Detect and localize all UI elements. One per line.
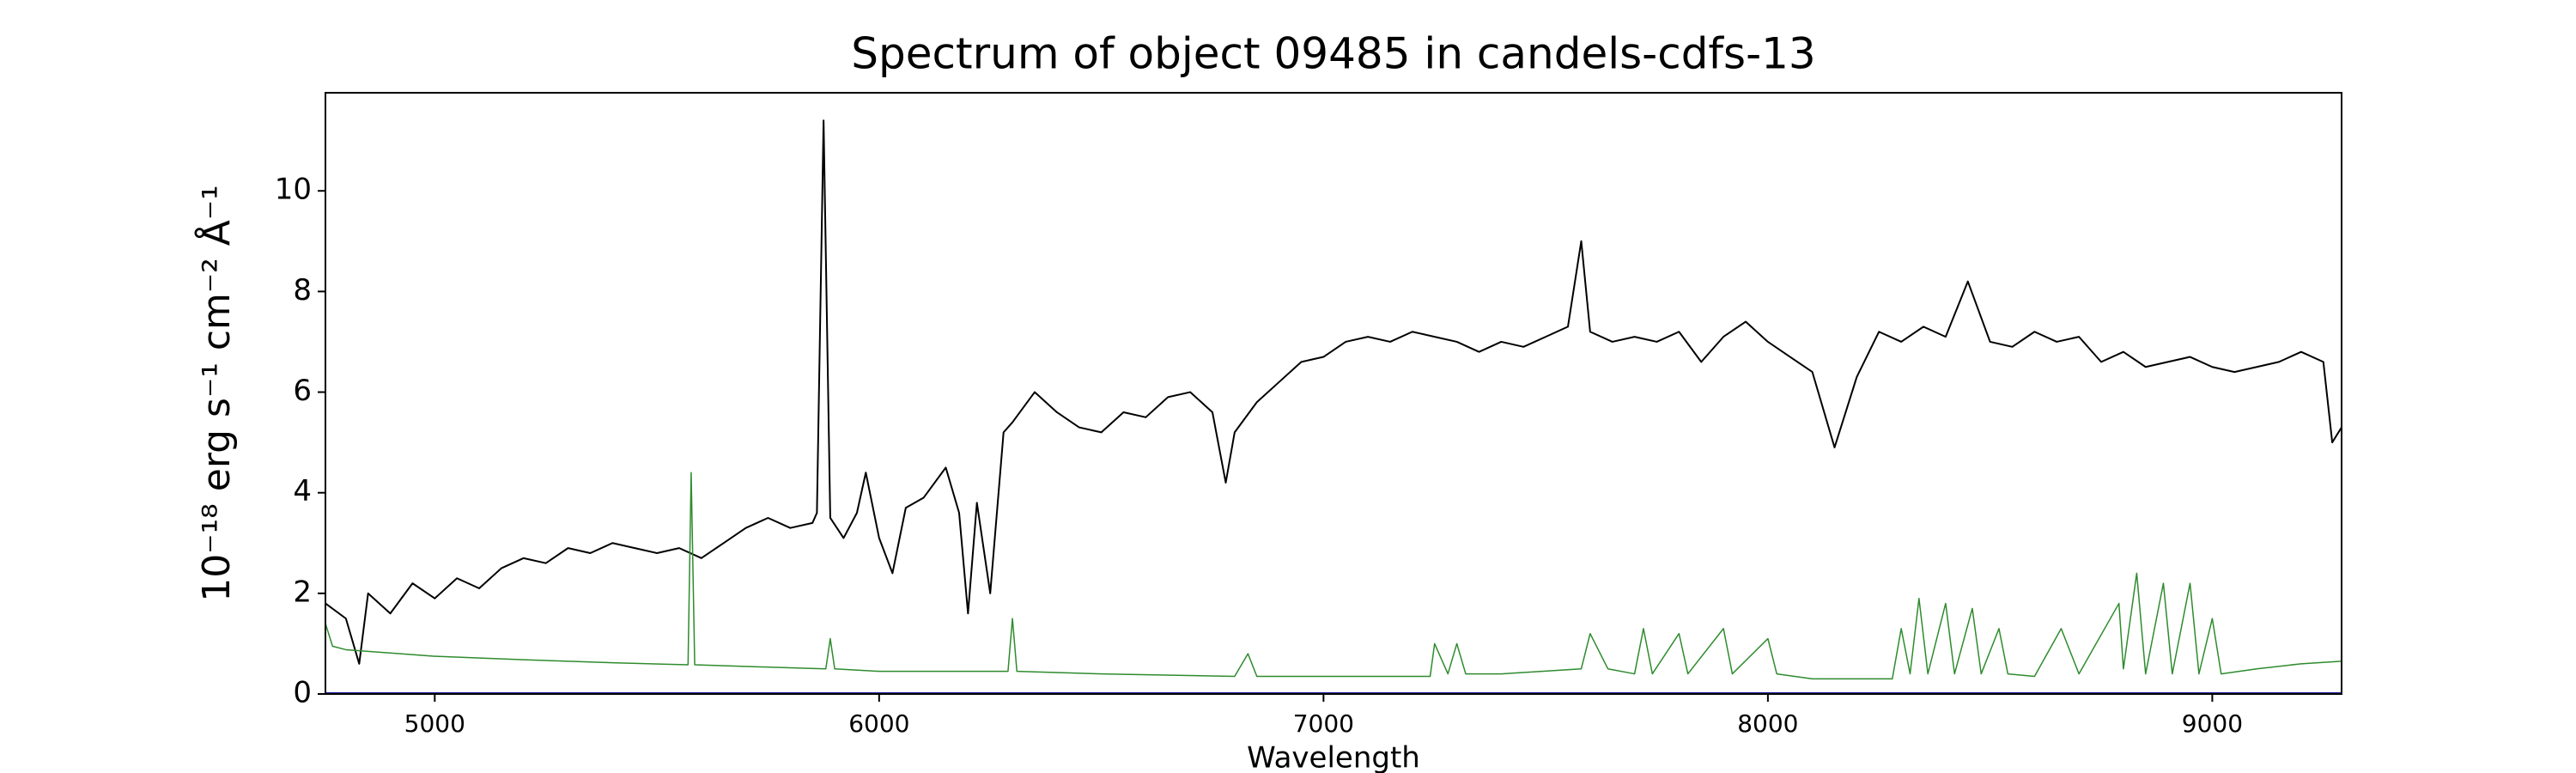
y-tick-label: 6 xyxy=(293,374,312,408)
y-axis-label: 10⁻¹⁸ erg s⁻¹ cm⁻² Å⁻¹ xyxy=(193,185,239,601)
x-tick-label: 7000 xyxy=(1293,709,1354,738)
chart-title: Spectrum of object 09485 in candels-cdfs… xyxy=(851,29,1816,79)
x-tick-label: 6000 xyxy=(848,709,909,738)
y-tick-label: 8 xyxy=(293,273,312,307)
spectrum-line xyxy=(325,119,2342,665)
spectrum-line xyxy=(325,472,2342,680)
y-tick-label: 2 xyxy=(293,575,312,609)
y-tick-label: 10 xyxy=(275,173,312,207)
x-tick-label: 8000 xyxy=(1737,709,1798,738)
x-tick-label: 9000 xyxy=(2182,709,2243,738)
x-tick-label: 5000 xyxy=(404,709,465,738)
y-tick-label: 4 xyxy=(293,474,312,508)
x-axis-label: Wavelength xyxy=(1247,741,1420,773)
y-tick-label: 0 xyxy=(293,676,312,710)
plot-frame xyxy=(325,92,2342,695)
